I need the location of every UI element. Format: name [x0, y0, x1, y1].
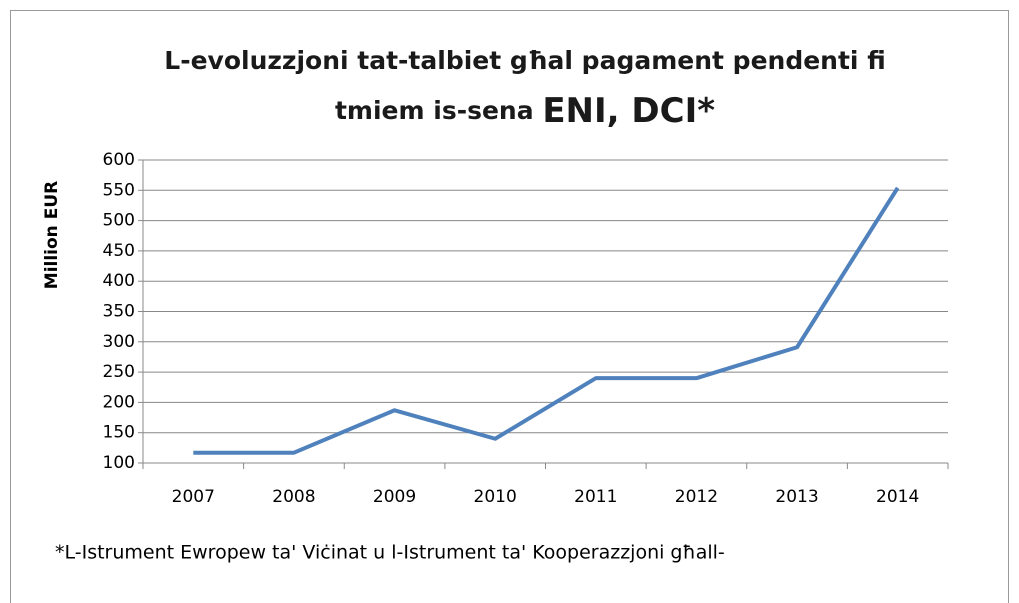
data-line: [193, 186, 900, 455]
x-tick-label: 2013: [775, 487, 818, 507]
y-axis-label: Million EUR: [42, 181, 62, 289]
y-tick-label: 550: [103, 180, 135, 200]
y-tick-label: 450: [103, 241, 135, 261]
x-tick-label: 2014: [876, 487, 919, 507]
footnote: *L-Istrument Ewropew ta' Viċinat u l-Ist…: [55, 542, 725, 564]
x-tick-label: 2010: [474, 487, 517, 507]
y-tick-label: 600: [103, 150, 135, 170]
y-tick-label: 400: [103, 271, 135, 291]
y-tick-label: 250: [103, 362, 135, 382]
y-tick-label: 100: [103, 453, 135, 473]
y-tick-label: 300: [103, 332, 135, 352]
x-tick-label: 2007: [172, 487, 215, 507]
title-line2: tmiem is-sena: [335, 96, 534, 125]
chart-title: L-evoluzzjoni tat-talbiet għal pagament …: [164, 46, 885, 75]
y-tick-label: 150: [103, 423, 135, 443]
x-tick-label: 2008: [272, 487, 315, 507]
chart-border: [10, 10, 1009, 603]
x-tick-label: 2012: [675, 487, 718, 507]
y-tick-label: 200: [103, 392, 135, 412]
chart-title-line2: tmiem is-sena ENI, DCI*: [335, 91, 715, 131]
y-tick-label: 500: [103, 211, 135, 231]
x-tick-label: 2011: [574, 487, 617, 507]
y-tick-label: 350: [103, 302, 135, 322]
title-emphasis: ENI, DCI*: [542, 91, 715, 131]
x-tick-label: 2009: [373, 487, 416, 507]
